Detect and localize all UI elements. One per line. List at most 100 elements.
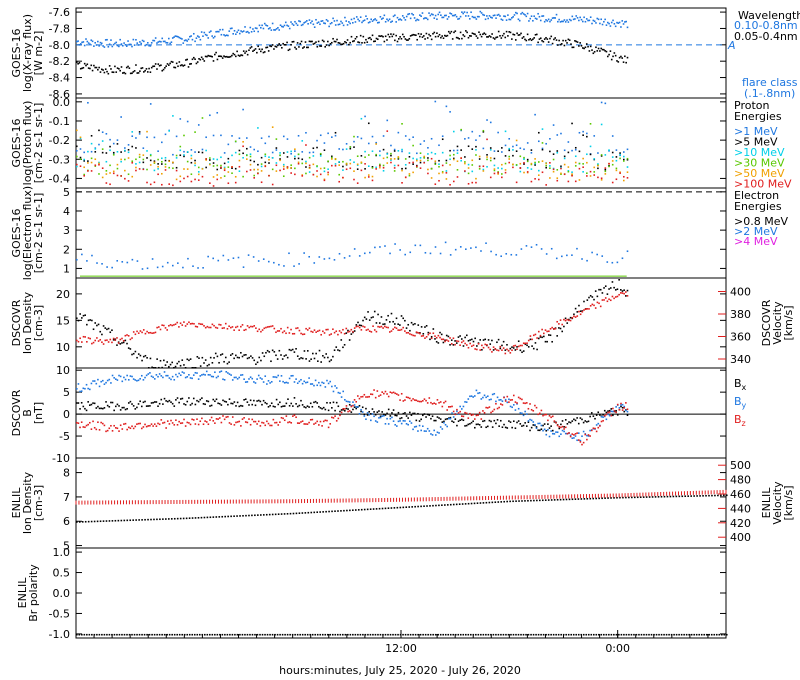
data-point <box>549 137 551 140</box>
data-point <box>597 176 599 179</box>
data-point <box>327 356 329 359</box>
series-0-10-0-8nm <box>76 10 629 48</box>
data-point <box>402 506 405 509</box>
data-point <box>227 182 230 185</box>
data-point <box>483 14 486 17</box>
data-point <box>493 150 496 152</box>
data-point <box>349 162 352 165</box>
data-point <box>447 30 450 33</box>
data-point <box>231 633 234 636</box>
data-point <box>345 400 348 403</box>
data-point <box>376 411 379 413</box>
data-point <box>335 330 338 333</box>
data-point <box>244 398 247 401</box>
data-point <box>534 33 537 36</box>
data-point <box>625 409 627 412</box>
data-point <box>556 335 558 337</box>
data-point <box>642 496 645 498</box>
data-point <box>534 404 536 407</box>
legend-item: >4 MeV <box>734 235 778 248</box>
data-point <box>171 61 174 63</box>
data-point <box>567 180 570 183</box>
data-point <box>603 409 606 412</box>
data-point <box>512 145 514 148</box>
data-point <box>318 256 321 258</box>
data-point <box>467 417 470 419</box>
data-point <box>261 24 263 27</box>
data-point <box>516 421 518 424</box>
data-point <box>452 130 455 133</box>
data-point <box>184 376 187 379</box>
data-point <box>541 142 544 144</box>
data-point <box>93 45 95 47</box>
data-point <box>584 420 587 422</box>
data-point <box>257 30 259 33</box>
y-tick-label: 1.0 <box>53 546 71 559</box>
data-point <box>300 399 302 402</box>
data-point <box>116 163 119 166</box>
data-point <box>465 412 468 415</box>
data-point <box>568 498 571 501</box>
data-point <box>218 417 221 419</box>
data-point <box>301 162 304 165</box>
data-point <box>547 499 550 501</box>
data-point <box>496 36 499 38</box>
data-point <box>127 426 130 429</box>
data-point <box>283 43 286 46</box>
data-point <box>234 175 237 178</box>
data-point <box>300 332 302 335</box>
data-point <box>241 31 244 33</box>
data-point <box>430 401 432 404</box>
data-point <box>356 155 359 158</box>
data-point <box>119 69 121 72</box>
data-point <box>523 148 525 151</box>
data-point <box>439 331 441 334</box>
data-point <box>441 405 444 408</box>
data-point <box>316 402 319 404</box>
data-point <box>408 155 411 158</box>
data-point <box>154 63 157 65</box>
data-point <box>352 404 354 407</box>
data-point <box>522 13 525 15</box>
data-point <box>426 427 429 430</box>
data-point <box>423 155 426 158</box>
data-point <box>508 147 511 150</box>
data-point <box>203 31 206 34</box>
data-point <box>268 162 270 164</box>
data-point <box>127 379 130 381</box>
data-point <box>236 31 238 33</box>
data-point <box>96 262 98 264</box>
data-point <box>423 413 426 415</box>
data-point <box>156 633 158 636</box>
data-point <box>340 339 343 341</box>
data-point <box>589 497 592 500</box>
data-point <box>531 345 533 347</box>
data-point <box>479 349 481 351</box>
data-point <box>321 381 323 384</box>
data-point <box>625 402 627 404</box>
data-point <box>144 354 147 357</box>
data-point <box>269 633 271 636</box>
data-point <box>389 415 392 417</box>
data-point <box>102 520 105 522</box>
data-point <box>478 135 481 137</box>
data-point <box>426 413 429 416</box>
data-point <box>83 174 85 177</box>
data-point <box>512 33 514 36</box>
data-point <box>332 17 334 20</box>
data-point <box>231 379 234 381</box>
data-point <box>391 416 393 419</box>
data-point <box>586 421 588 423</box>
data-point <box>254 27 257 29</box>
data-point <box>468 35 471 37</box>
data-point <box>445 334 448 337</box>
data-point <box>189 323 192 325</box>
data-point <box>449 337 451 339</box>
data-point <box>587 633 590 636</box>
data-point <box>376 21 379 24</box>
data-point <box>353 170 355 172</box>
data-point <box>101 140 104 142</box>
data-point <box>485 406 487 409</box>
data-point <box>140 42 143 45</box>
